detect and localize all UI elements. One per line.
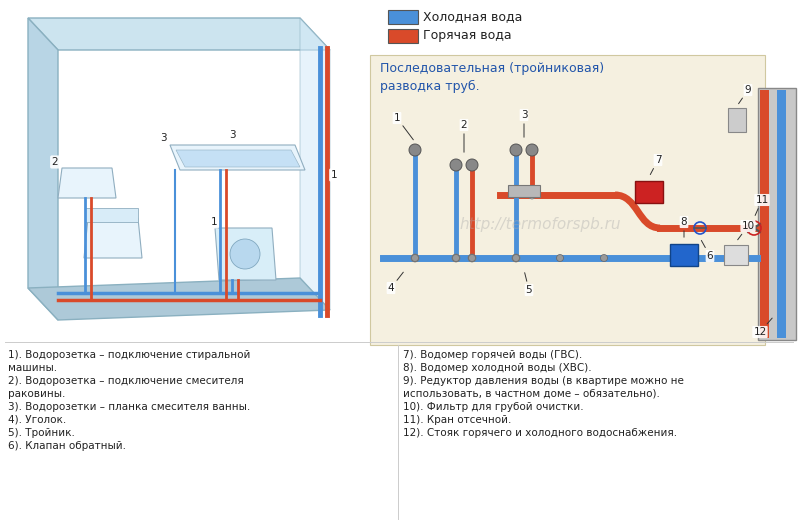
Circle shape [512,254,520,262]
Circle shape [556,254,563,262]
Text: 3: 3 [520,110,527,137]
Polygon shape [28,278,330,320]
Text: 7). Водомер горячей воды (ГВС).: 7). Водомер горячей воды (ГВС). [403,350,583,360]
Text: 2: 2 [460,120,468,152]
Circle shape [528,191,536,199]
Text: 12). Стояк горячего и холодного водоснабжения.: 12). Стояк горячего и холодного водоснаб… [403,428,678,438]
Circle shape [409,144,421,156]
Text: 1: 1 [211,217,217,227]
Text: 8). Водомер холодной воды (ХВС).: 8). Водомер холодной воды (ХВС). [403,363,591,373]
Text: 8: 8 [681,217,687,237]
Polygon shape [28,18,58,320]
Text: 11: 11 [755,195,768,216]
Bar [388,29,418,43]
Bar [635,181,663,203]
Text: 4: 4 [388,272,403,293]
Text: 3: 3 [160,133,166,143]
Text: 1: 1 [393,113,413,140]
Text: 11). Кран отсечной.: 11). Кран отсечной. [403,415,512,425]
Text: Последовательная (тройниковая)
разводка труб.: Последовательная (тройниковая) разводка … [380,62,604,93]
Text: 6: 6 [701,240,713,261]
Bar [670,244,698,266]
Bar [758,88,796,340]
Text: 10: 10 [737,221,755,240]
Text: 2). Водорозетка – подключение смесителя: 2). Водорозетка – подключение смесителя [8,376,243,386]
Bar [760,90,769,338]
Text: раковины.: раковины. [8,389,65,399]
Text: 5). Тройник.: 5). Тройник. [8,428,75,438]
Circle shape [601,254,607,262]
Polygon shape [58,168,116,198]
Polygon shape [85,208,138,222]
Circle shape [468,254,476,262]
Circle shape [526,144,538,156]
Circle shape [468,254,476,262]
Text: 2: 2 [52,157,58,167]
Text: 9: 9 [739,85,751,104]
Circle shape [512,254,519,262]
Text: 7: 7 [650,155,662,175]
Circle shape [466,159,478,171]
Circle shape [452,254,460,262]
Text: Холодная вода: Холодная вода [423,10,523,23]
Bar [777,90,786,338]
Text: Горячая вода: Горячая вода [423,30,512,43]
Circle shape [411,254,419,262]
Bar [728,108,746,132]
Text: 6). Клапан обратный.: 6). Клапан обратный. [8,441,126,451]
Circle shape [412,254,418,262]
Text: 1). Водорозетка – подключение стиральной: 1). Водорозетка – подключение стиральной [8,350,251,360]
Text: использовать, в частном доме – обязательно).: использовать, в частном доме – обязатель… [403,389,660,399]
Text: машины.: машины. [8,363,57,373]
Polygon shape [215,228,276,280]
Circle shape [452,254,460,262]
Polygon shape [176,150,300,167]
Bar [388,10,418,24]
Bar [508,185,540,197]
Text: 10). Фильтр для грубой очистки.: 10). Фильтр для грубой очистки. [403,402,583,412]
Circle shape [230,239,260,269]
Text: 9). Редуктор давления воды (в квартире можно не: 9). Редуктор давления воды (в квартире м… [403,376,684,386]
Circle shape [510,144,522,156]
Polygon shape [170,145,305,170]
Bar [724,245,748,265]
Text: 4). Уголок.: 4). Уголок. [8,415,66,425]
Text: 3: 3 [229,130,235,140]
Text: 5: 5 [524,272,532,295]
Polygon shape [28,18,330,50]
Text: 12: 12 [753,318,772,337]
Text: 3). Водорозетки – планка смесителя ванны.: 3). Водорозетки – планка смесителя ванны… [8,402,251,412]
Bar [370,55,765,345]
Text: 1: 1 [330,170,338,180]
Text: http://termoforspb.ru: http://termoforspb.ru [460,217,621,232]
Polygon shape [84,218,142,258]
Circle shape [450,159,462,171]
Polygon shape [300,18,330,310]
